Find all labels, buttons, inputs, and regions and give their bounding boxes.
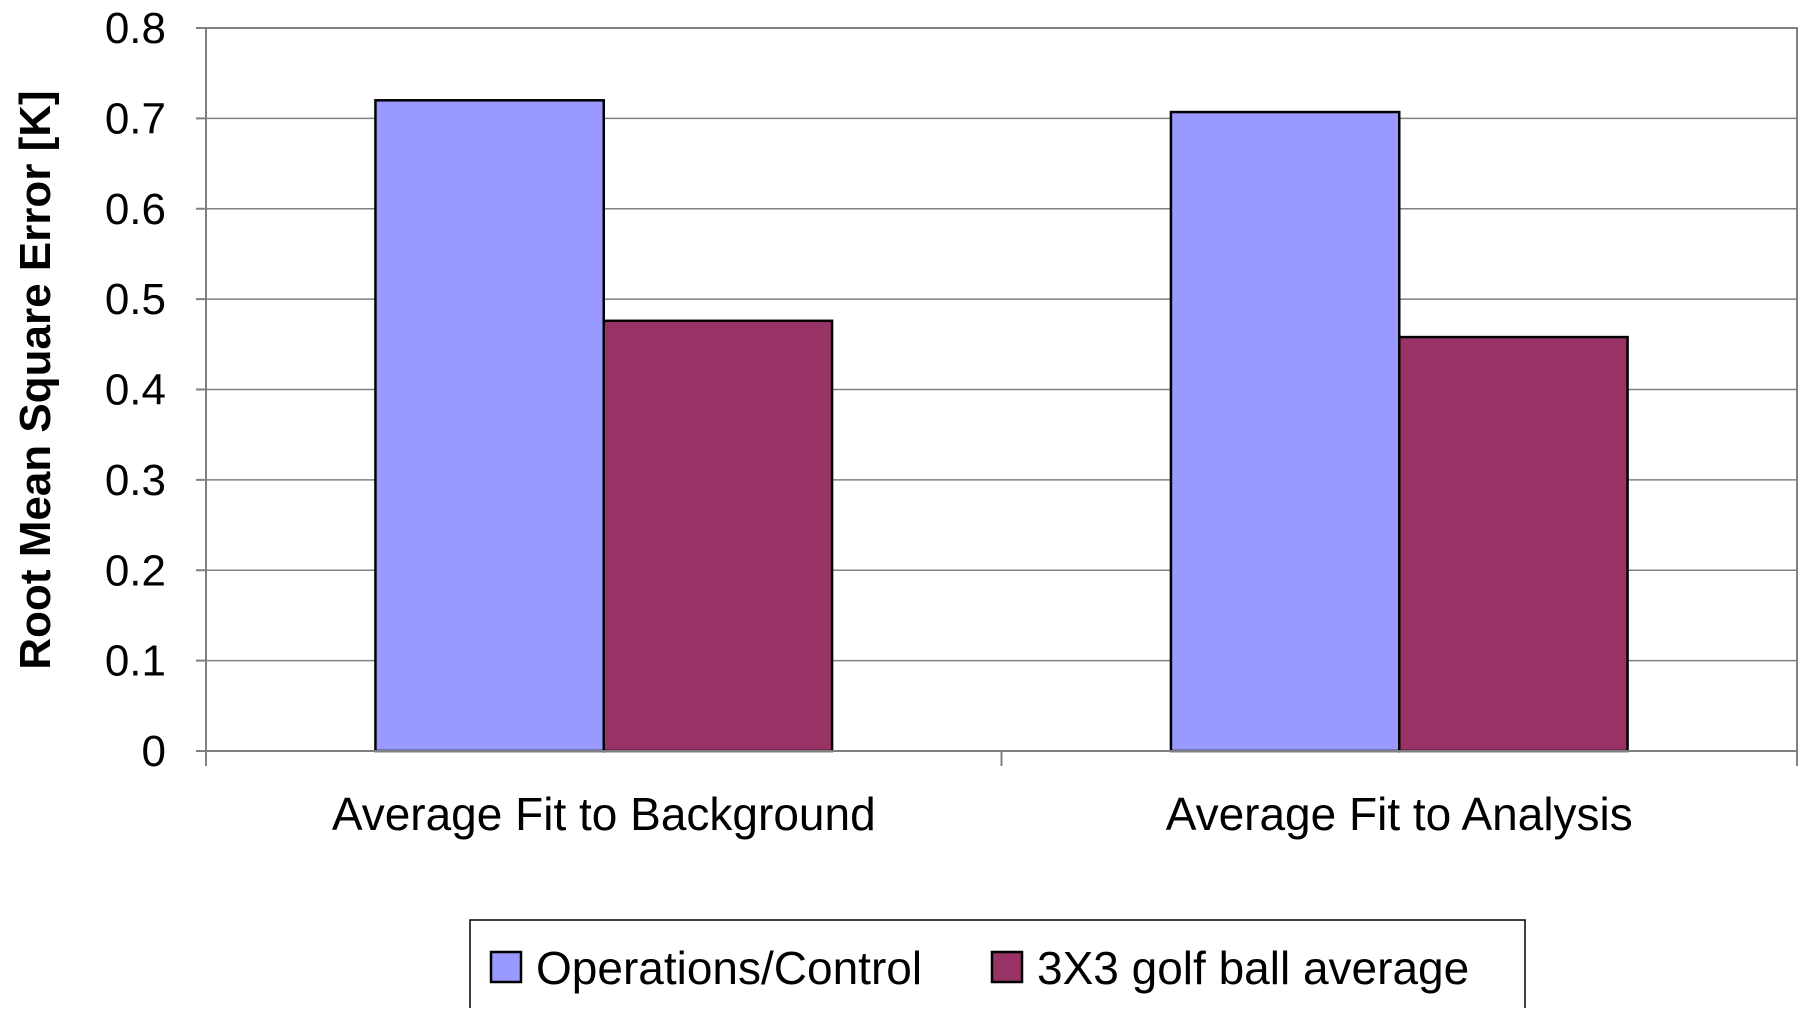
y-tick-labels: 0 0.1 0.2 0.3 0.4 0.5 0.6 0.7 0.8 (105, 4, 166, 776)
y-axis-title: Root Mean Square Error [K] (11, 90, 60, 669)
legend: Operations/Control 3X3 golf ball average (469, 919, 1526, 1013)
y-tick-label: 0.5 (105, 275, 166, 324)
axes (196, 27, 1798, 766)
y-tick-label: 0.4 (105, 366, 166, 415)
y-tick-label: 0.1 (105, 637, 166, 686)
legend-label: Operations/Control (536, 942, 922, 994)
legend-swatch (489, 950, 523, 984)
y-tick-label: 0.7 (105, 94, 166, 143)
bar (1398, 335, 1629, 753)
x-category-label: Average Fit to Analysis (1166, 788, 1633, 840)
y-tick-label: 0 (142, 727, 166, 776)
bar (1169, 110, 1401, 753)
y-tick-label: 0.8 (105, 4, 166, 53)
bar (374, 99, 605, 753)
y-tick-label: 0.6 (105, 185, 166, 234)
y-tick-label: 0.2 (105, 546, 166, 595)
y-tick-label: 0.3 (105, 456, 166, 505)
x-category-labels: Average Fit to Background Average Fit to … (332, 788, 1633, 840)
bar (602, 319, 834, 753)
x-category-label: Average Fit to Background (332, 788, 876, 840)
legend-label: 3X3 golf ball average (1037, 942, 1469, 994)
legend-swatch (990, 950, 1024, 984)
